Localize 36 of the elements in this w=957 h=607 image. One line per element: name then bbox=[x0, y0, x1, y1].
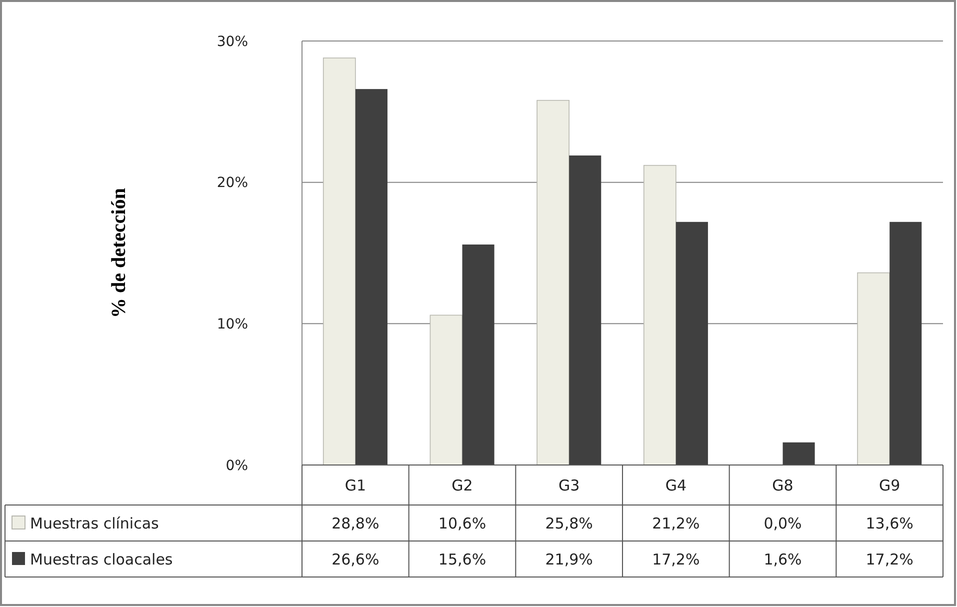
data-label: 28,8% bbox=[332, 514, 380, 532]
x-tick-label: G9 bbox=[878, 476, 900, 494]
data-label: 17,2% bbox=[866, 550, 914, 568]
bar bbox=[536, 100, 570, 466]
y-tick-label: 10% bbox=[216, 316, 248, 333]
bar bbox=[430, 314, 463, 466]
data-label: 26,6% bbox=[332, 550, 380, 568]
bar bbox=[857, 272, 890, 466]
y-tick-label: 30% bbox=[216, 34, 248, 50]
bar bbox=[355, 89, 388, 465]
x-tick-label: G2 bbox=[452, 476, 473, 494]
x-tick-label: G8 bbox=[772, 476, 794, 494]
data-label: 21,2% bbox=[652, 514, 700, 532]
x-tick-label: G1 bbox=[344, 476, 366, 494]
data-label: 13,6% bbox=[866, 514, 914, 532]
bar bbox=[676, 222, 708, 465]
data-label: 15,6% bbox=[438, 550, 486, 568]
legend-label: Muestras cloacales bbox=[30, 550, 173, 568]
bar bbox=[643, 164, 676, 466]
data-label: 1,6% bbox=[764, 550, 802, 568]
bar bbox=[569, 155, 602, 465]
y-tick-label: 20% bbox=[216, 175, 248, 192]
legend-label: Muestras clínicas bbox=[30, 514, 160, 532]
data-label: 10,6% bbox=[438, 514, 486, 532]
data-label: 17,2% bbox=[652, 550, 700, 568]
bar bbox=[890, 222, 922, 465]
bar bbox=[322, 58, 356, 466]
y-axis-title: % de detección bbox=[108, 188, 130, 318]
x-tick-label: G3 bbox=[558, 476, 580, 494]
x-tick-label: G4 bbox=[665, 476, 687, 494]
data-label: 21,9% bbox=[545, 550, 593, 568]
bar bbox=[782, 442, 815, 465]
data-label: 0,0% bbox=[764, 514, 802, 532]
bar bbox=[462, 244, 494, 465]
y-tick-label: 0% bbox=[226, 458, 248, 474]
data-label: 25,8% bbox=[545, 514, 593, 532]
